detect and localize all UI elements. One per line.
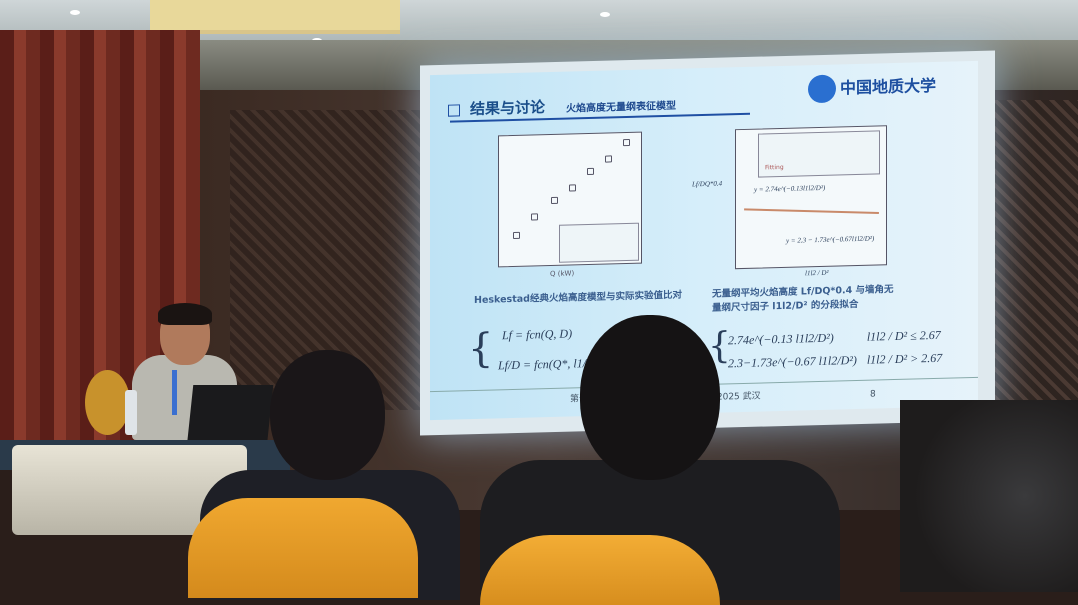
left-scatter-plot xyxy=(498,131,642,268)
equation-right-cond2: l1l2 / D² > 2.67 xyxy=(866,350,943,367)
legend-fitting: Fitting xyxy=(765,163,784,172)
left-plot-legend xyxy=(559,222,639,263)
data-point xyxy=(605,155,612,163)
audience-member-left-head xyxy=(270,350,385,480)
left-plot-caption: Heskestad经典火焰高度模型与实际实验值比对 xyxy=(474,289,682,307)
presenter-hair xyxy=(158,303,212,325)
equation-left-1: Lf = fcn(Q, D) xyxy=(502,326,573,343)
data-point xyxy=(623,138,630,147)
laptop xyxy=(186,385,274,447)
fitting-curve xyxy=(744,208,879,214)
ceiling-spotlight xyxy=(600,12,610,17)
brace: { xyxy=(468,325,494,373)
equation-right-case1: 2.74e^(−0.13 l1l2/D²) xyxy=(728,330,834,348)
audience-chair xyxy=(480,535,720,605)
lanyard xyxy=(172,370,177,415)
piecewise-equation: 2.74e^(−0.13 l1l2/D²) l1l2 / D² ≤ 2.67 2… xyxy=(728,328,942,372)
audience-chair xyxy=(188,498,418,598)
presenter-chair xyxy=(85,370,130,435)
fit-equation-2: y = 2.3 − 1.73e^(−0.67l1l2/D²) xyxy=(786,234,875,245)
data-point xyxy=(551,196,558,205)
page-number: 8 xyxy=(870,389,876,400)
right-plot-legend: Fitting xyxy=(758,130,880,178)
data-point xyxy=(513,231,520,240)
slide-subtitle: 火焰高度无量纲表征模型 xyxy=(566,100,676,115)
slide-title: 结果与讨论 xyxy=(470,98,546,119)
foreground-blur xyxy=(900,400,1078,592)
ceiling-light-panel xyxy=(150,0,400,34)
right-plot-xlabel: l1l2 / D² xyxy=(805,268,829,278)
data-point xyxy=(587,167,594,176)
right-line-plot: Fitting y = 2.74e^(−0.13l1l2/D²) y = 2.3… xyxy=(735,125,887,270)
water-bottle xyxy=(125,390,137,435)
fit-equation-1: y = 2.74e^(−0.13l1l2/D²) xyxy=(754,183,826,194)
left-plot-xlabel: Q (kW) xyxy=(550,269,575,279)
right-caption-line2: 量纲尺寸因子 l1l2/D² 的分段拟合 xyxy=(712,298,859,314)
ceiling-spotlight xyxy=(70,10,80,15)
university-logo-text: 中国地质大学 xyxy=(840,75,937,98)
university-logo-emblem xyxy=(808,74,836,104)
equation-right-case2: 2.3−1.73e^(−0.67 l1l2/D²) xyxy=(728,352,857,371)
data-point xyxy=(531,213,538,221)
audience-member-center-head xyxy=(580,315,720,480)
slide-bullet-icon xyxy=(448,104,460,117)
data-point xyxy=(569,184,576,192)
right-plot-ylabel: Lf/DQ*0.4 xyxy=(692,179,723,189)
equation-right-cond1: l1l2 / D² ≤ 2.67 xyxy=(866,327,941,344)
